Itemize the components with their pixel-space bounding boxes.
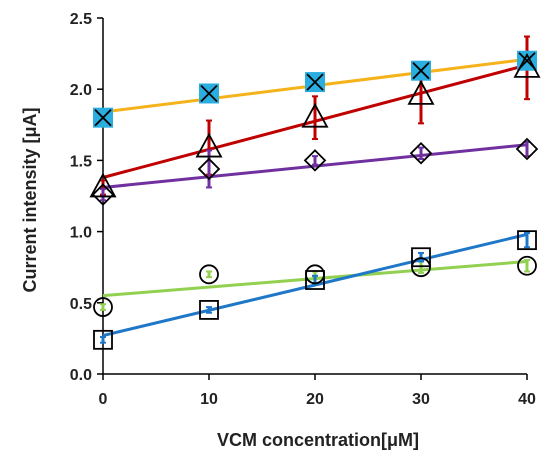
data-point (305, 72, 325, 93)
data-point (91, 183, 115, 206)
data-point (89, 172, 117, 198)
marker-square (517, 230, 537, 251)
y-tick-label: 0.0 (70, 367, 92, 384)
x-tick-label: 20 (306, 391, 324, 408)
x-tick-label: 30 (412, 391, 430, 408)
x-axis-title: VCM concentration[μM] (217, 430, 419, 450)
data-point (93, 107, 113, 128)
marker-diamond (303, 149, 327, 172)
marker-x (94, 109, 112, 127)
marker-circle (199, 264, 219, 285)
marker-circle (517, 255, 537, 276)
data-point (407, 80, 435, 105)
y-axis-title: Current intensity [μA] (20, 107, 40, 292)
data-point (93, 329, 113, 350)
marker-x (412, 62, 430, 80)
y-tick-label: 1.5 (70, 153, 92, 170)
data-point (517, 230, 537, 251)
x-tick-label: 0 (99, 391, 108, 408)
marker-circle (411, 257, 431, 278)
data-point (305, 270, 325, 290)
y-tick-label: 1.0 (70, 225, 92, 242)
data-point (93, 297, 113, 317)
marker-square (199, 300, 219, 320)
marker-triangle (513, 52, 541, 78)
data-point (195, 132, 223, 158)
y-tick-label: 0.5 (70, 296, 92, 313)
fit-line (102, 143, 528, 189)
marker-diamond (197, 157, 221, 181)
data-point (517, 255, 537, 276)
data-point (303, 149, 327, 172)
x-tick-label: 40 (518, 391, 536, 408)
marker-diamond (91, 183, 115, 206)
marker-diamond (515, 137, 539, 161)
marker-square (305, 270, 325, 290)
data-point (199, 264, 219, 285)
data-point (199, 83, 219, 104)
data-point (411, 257, 431, 278)
data-point (409, 142, 433, 165)
data-markers (89, 50, 541, 350)
x-tick-label: 10 (200, 391, 218, 408)
marker-triangle (407, 80, 435, 105)
marker-square (411, 247, 431, 268)
marker-square (93, 329, 113, 350)
marker-triangle (89, 172, 117, 198)
marker-x (306, 73, 324, 91)
marker-diamond (409, 142, 433, 165)
data-point (411, 60, 431, 81)
marker-triangle (195, 132, 223, 158)
tick-labels: 0.0 0.5 1.0 1.5 2.0 2.5 0 10 20 30 40 (70, 11, 536, 408)
marker-circle (93, 297, 113, 317)
y-tick-label: 2.0 (70, 82, 92, 99)
marker-triangle (301, 102, 329, 128)
data-point (513, 52, 541, 78)
data-point (301, 102, 329, 128)
marker-x (200, 84, 218, 103)
data-point (199, 300, 219, 320)
data-point (197, 157, 221, 181)
y-tick-label: 2.5 (70, 11, 92, 28)
data-point (411, 247, 431, 268)
data-point (515, 137, 539, 161)
